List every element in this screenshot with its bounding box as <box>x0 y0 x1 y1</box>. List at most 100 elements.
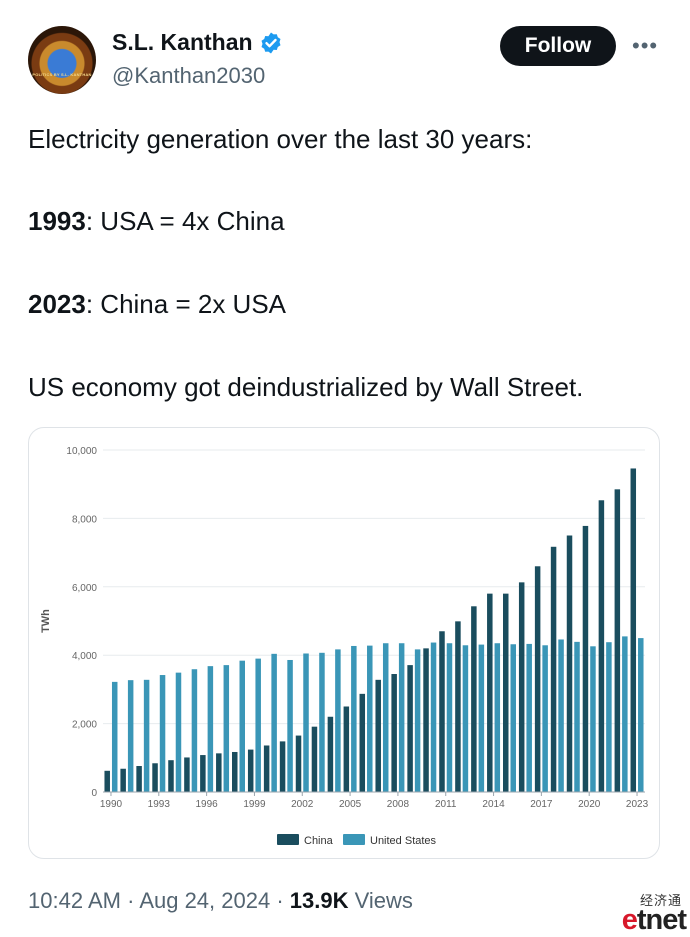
x-tick-label: 2023 <box>626 799 649 810</box>
views-label: Views <box>354 888 413 913</box>
bar-united-states-2005 <box>351 645 357 792</box>
electricity-bar-chart: 0 2,000 4,000 6,000 8,000 10,000 TWh 1990 1993 19… <box>40 446 649 847</box>
bar-china-1999 <box>247 749 254 792</box>
bar-united-states-2009 <box>414 649 421 792</box>
bar-united-states-2014 <box>494 643 501 792</box>
year-2023: 2023 <box>28 289 86 319</box>
views-count: 13.9K <box>289 888 349 913</box>
bar-united-states-2001 <box>287 659 293 792</box>
x-tick-label: 2002 <box>291 799 314 810</box>
bar-united-states-2022 <box>622 636 628 792</box>
tweet-line-4: US economy got deindustrialized by Wall … <box>28 372 584 402</box>
bar-china-2018 <box>550 546 557 792</box>
bar-united-states-1995 <box>191 669 198 792</box>
bar-china-2002 <box>295 735 302 792</box>
bar-china-2007 <box>375 679 381 792</box>
bar-china-2016 <box>518 582 525 792</box>
bar-china-1998 <box>232 751 238 792</box>
bar-china-2005 <box>343 706 350 792</box>
tweet-line-2-rest: : USA = 4x China <box>85 206 285 236</box>
bar-china-2004 <box>327 716 334 792</box>
bar-united-states-2019 <box>574 641 580 792</box>
x-tick-label: 2008 <box>387 799 410 810</box>
x-tick-label: 2014 <box>482 799 505 810</box>
meta-separator: · <box>276 888 284 913</box>
legend-label-china: China <box>304 835 334 847</box>
bar-united-states-2004 <box>335 649 341 792</box>
bar-united-states-2020 <box>590 646 596 792</box>
x-tick-label: 1990 <box>100 799 123 810</box>
bar-china-2021 <box>598 500 605 792</box>
follow-button[interactable]: Follow <box>500 26 616 66</box>
tweet-line-3: 2023: China = 2x USA <box>28 287 286 321</box>
bar-china-2015 <box>503 593 509 792</box>
bar-china-2008 <box>391 674 397 792</box>
bar-united-states-2006 <box>367 645 373 792</box>
x-tick-label: 1999 <box>243 799 266 810</box>
bar-united-states-2018 <box>558 639 564 792</box>
avatar-caption: POLITICS BY S.L. KANTHAN <box>32 72 92 77</box>
bar-united-states-2016 <box>526 643 532 792</box>
user-handle[interactable]: @Kanthan2030 <box>112 63 266 88</box>
y-axis-label: TWh <box>40 609 52 633</box>
y-tick-label: 4,000 <box>72 651 97 662</box>
display-name[interactable]: S.L. Kanthan <box>112 29 253 55</box>
bar-china-2001 <box>279 741 286 792</box>
x-tick-label: 1996 <box>195 799 218 810</box>
bar-china-2012 <box>455 621 461 792</box>
tweet-meta: 10:42 AM · Aug 24, 2024 · 13.9K Views <box>28 888 413 914</box>
bar-united-states-2007 <box>382 643 389 792</box>
bar-united-states-1994 <box>175 672 182 792</box>
bar-united-states-2017 <box>542 645 548 792</box>
etnet-logo: 经济通 etnet <box>602 890 687 937</box>
bar-china-2003 <box>311 726 318 792</box>
bar-united-states-1990 <box>111 681 118 792</box>
bar-china-2013 <box>471 606 477 792</box>
tweet-time[interactable]: 10:42 AM <box>28 888 121 913</box>
bar-china-1994 <box>168 760 174 792</box>
bar-united-states-2012 <box>462 645 469 792</box>
bar-china-2020 <box>582 525 589 792</box>
bar-china-2006 <box>359 693 366 792</box>
more-options-icon[interactable]: ••• <box>632 33 659 58</box>
tweet-line-3-rest: : China = 2x USA <box>85 289 286 319</box>
verified-badge-icon <box>261 32 281 53</box>
meta-separator: · <box>127 888 135 913</box>
bar-china-2022 <box>614 489 621 792</box>
bar-united-states-1997 <box>223 665 230 792</box>
logo-brand-rest: tnet <box>636 904 687 936</box>
x-tick-label: 2005 <box>339 799 362 810</box>
bar-china-2000 <box>263 745 270 792</box>
chart-image[interactable]: 0 2,000 4,000 6,000 8,000 10,000 TWh 1990 1993 19… <box>28 427 660 859</box>
y-tick-label: 2,000 <box>72 720 97 731</box>
bar-china-2010 <box>423 648 429 792</box>
bar-united-states-2011 <box>446 643 453 792</box>
tweet-line-1: Electricity generation over the last 30 … <box>28 124 533 154</box>
bar-china-1990 <box>104 770 110 792</box>
bar-united-states-2015 <box>510 644 516 792</box>
bar-china-1997 <box>216 753 222 792</box>
bar-china-1993 <box>152 763 158 792</box>
bar-united-states-2002 <box>303 653 309 792</box>
logo-brand: etnet <box>622 904 687 937</box>
bar-china-2023 <box>630 468 637 792</box>
bar-china-1992 <box>136 766 142 792</box>
logo-chinese-text: 经济通 <box>639 893 682 908</box>
avatar[interactable]: POLITICS BY S.L. KANTHAN <box>28 26 96 94</box>
x-tick-label: 2020 <box>578 799 601 810</box>
bar-united-states-1991 <box>127 680 134 792</box>
y-tick-label: 0 <box>91 788 97 799</box>
bar-china-1996 <box>200 755 206 792</box>
bar-united-states-1999 <box>255 658 261 792</box>
bar-united-states-1992 <box>143 679 150 792</box>
y-tick-label: 8,000 <box>72 514 97 525</box>
bar-united-states-2003 <box>319 652 325 792</box>
bar-china-2009 <box>407 665 413 792</box>
bar-china-2014 <box>487 593 493 792</box>
year-1993: 1993 <box>28 206 86 236</box>
tweet-date[interactable]: Aug 24, 2024 <box>139 888 271 913</box>
bar-china-2017 <box>534 566 541 792</box>
x-tick-label: 2017 <box>530 799 553 810</box>
bar-china-1991 <box>120 768 126 792</box>
x-tick-label: 1993 <box>148 799 171 810</box>
